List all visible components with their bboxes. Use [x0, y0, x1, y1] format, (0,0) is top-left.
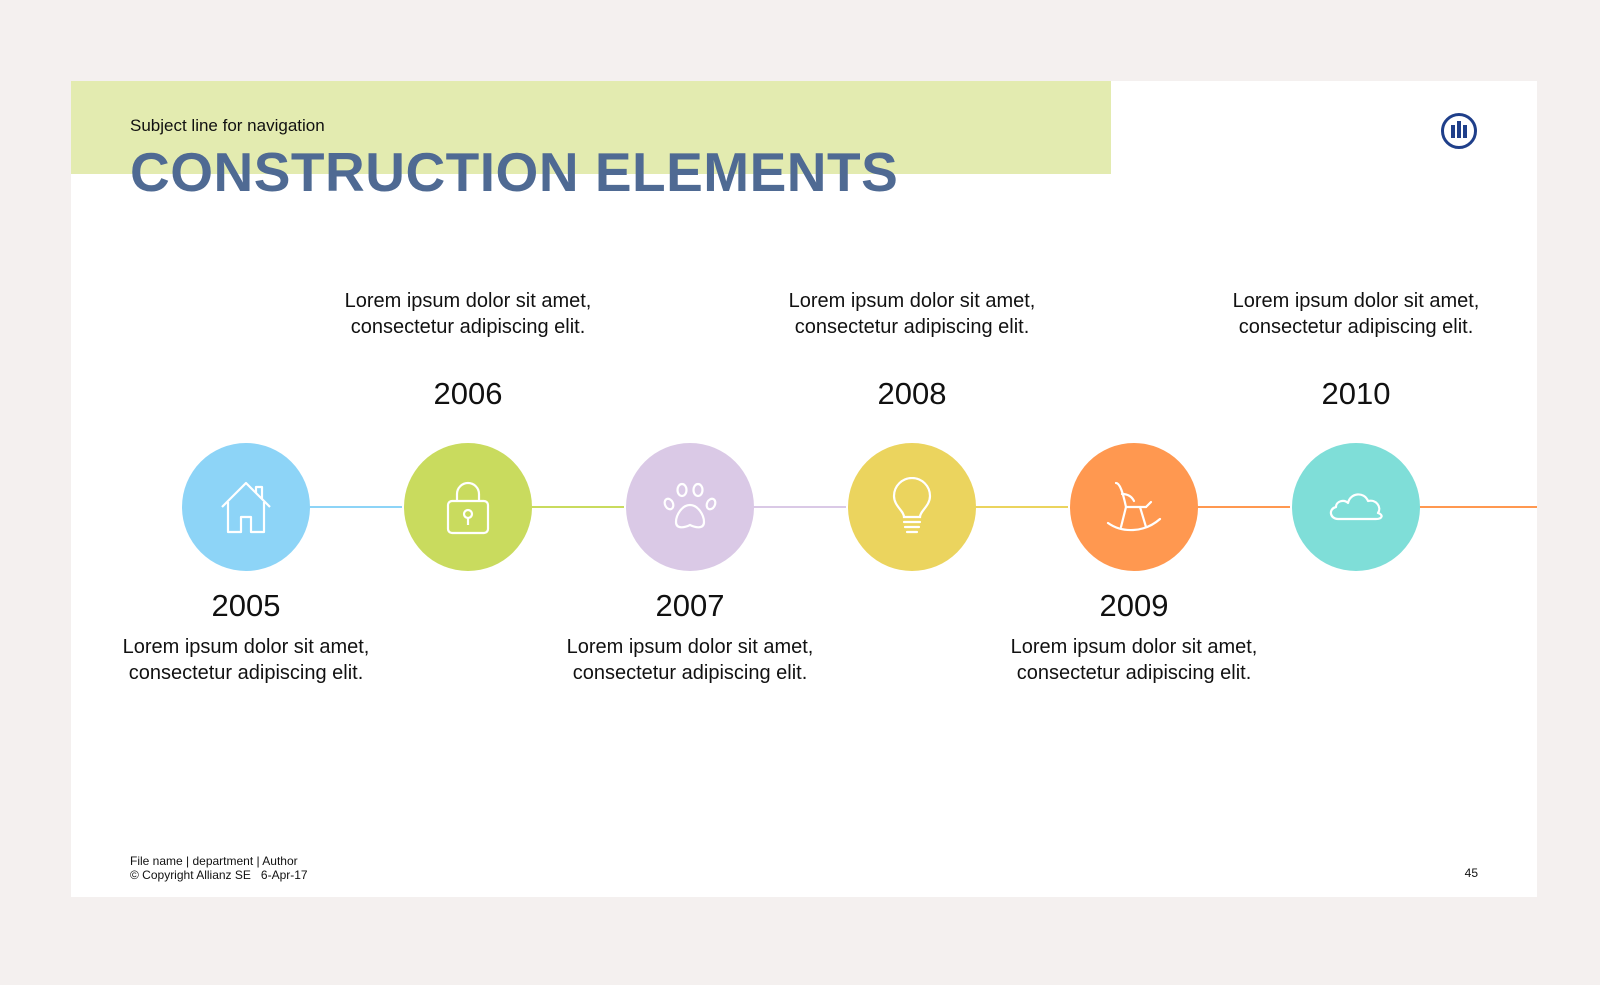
timeline-description-2006: Lorem ipsum dolor sit amet, consectetur …: [344, 290, 592, 338]
footer-info: File name | department | Author © Copyri…: [130, 854, 308, 882]
timeline-node-2009: [1070, 443, 1198, 571]
timeline-connector: [748, 506, 846, 508]
timeline-year-2005: 2005: [211, 588, 281, 623]
timeline-description-2007: Lorem ipsum dolor sit amet, consectetur …: [566, 636, 814, 684]
timeline-node-2005: [182, 443, 310, 571]
lightbulb-icon: [892, 477, 932, 534]
timeline-connector: [1192, 506, 1290, 508]
timeline-node-2006: [404, 443, 532, 571]
rocking-chair-icon: [1106, 481, 1162, 532]
timeline-description-2005: Lorem ipsum dolor sit amet, consectetur …: [122, 636, 370, 684]
subject-line: Subject line for navigation: [130, 116, 325, 135]
timeline-year-2008: 2008: [877, 376, 947, 411]
header-band: [71, 81, 1111, 174]
footer-copyright: © Copyright Allianz SE 6-Apr-17: [130, 868, 308, 882]
page-number: 45: [1464, 866, 1478, 880]
footer-file-info: File name | department | Author: [130, 854, 298, 868]
timeline-connector: [304, 506, 402, 508]
timeline-node-2008: [848, 443, 976, 571]
timeline-description-2008: Lorem ipsum dolor sit amet, consectetur …: [788, 290, 1036, 338]
timeline-node-2010: [1292, 443, 1420, 571]
timeline-description-2010: Lorem ipsum dolor sit amet, consectetur …: [1232, 290, 1480, 338]
timeline-year-2010: 2010: [1321, 376, 1391, 411]
timeline-description-2009: Lorem ipsum dolor sit amet, consectetur …: [1010, 636, 1258, 684]
timeline-node-2007: [626, 443, 754, 571]
paw-icon: [663, 482, 717, 529]
house-icon: [221, 481, 271, 534]
timeline-year-2006: 2006: [433, 376, 503, 411]
timeline-year-2009: 2009: [1099, 588, 1169, 623]
timeline-year-2007: 2007: [655, 588, 725, 623]
lock-icon: [446, 481, 490, 535]
slide-title: CONSTRUCTION ELEMENTS: [130, 141, 899, 203]
timeline-connector: [1414, 506, 1537, 508]
timeline-connector: [970, 506, 1068, 508]
slide: Subject line for navigation CONSTRUCTION…: [71, 81, 1537, 897]
cloud-icon: [1329, 493, 1383, 521]
allianz-logo-icon: [1441, 113, 1477, 149]
timeline-connector: [526, 506, 624, 508]
